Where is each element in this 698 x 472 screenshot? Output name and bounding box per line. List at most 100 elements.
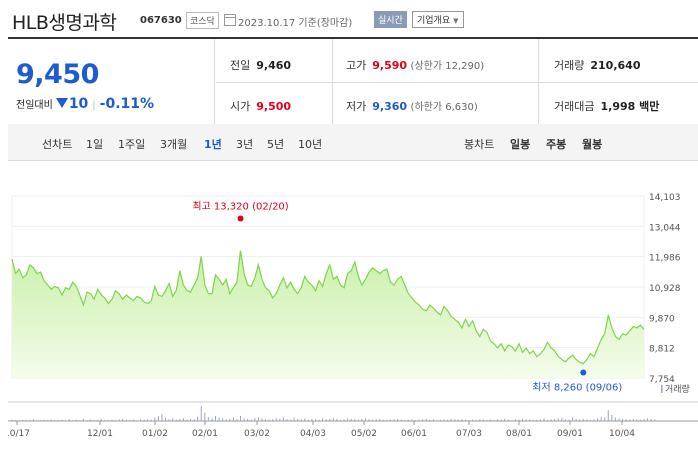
market-badge: 코스닥 (186, 12, 219, 29)
volume-bar (250, 419, 252, 421)
x-tick-label: 09/01 (557, 429, 583, 439)
volume-bar (389, 419, 391, 421)
change-label: 전일대비 (16, 100, 53, 111)
min-marker (580, 369, 587, 376)
volume-bar (504, 418, 506, 421)
tab-3y[interactable]: 3년 (236, 138, 254, 151)
volume-bar (439, 419, 441, 421)
volume-bar (636, 419, 638, 421)
max-annotation: 최고 13,320 (02/20) (192, 200, 288, 212)
divider (216, 82, 698, 83)
tab-1d[interactable]: 1일 (86, 138, 104, 151)
volume-bar (211, 418, 213, 421)
volume-bar (282, 418, 284, 421)
change-value: 10 (68, 96, 89, 112)
company-info-label: 기업개요 (417, 16, 451, 26)
volume-bar (507, 419, 509, 421)
x-tick-label: 06/01 (401, 429, 427, 439)
volume-bar (161, 414, 163, 421)
volume-bar (561, 418, 563, 421)
volume-bar (575, 418, 577, 421)
volume-bar (650, 418, 652, 421)
volume-bar (125, 419, 127, 421)
tab-daily[interactable]: 일봉 (510, 138, 531, 151)
volume-bar (539, 419, 541, 421)
price-chart[interactable]: 14,103 13,044 11,986 10,928 9,870 8,812 7,754 최… (8, 180, 698, 472)
volume-bar (643, 419, 645, 421)
volume-bar (268, 419, 270, 421)
volume-bar (100, 419, 102, 421)
volume-bar (543, 418, 545, 421)
volume-bar (90, 419, 92, 421)
volume-legend: 거래량 (665, 383, 690, 395)
x-tick-label: 10/17 (8, 429, 30, 439)
volume-bar (197, 416, 199, 421)
volume-bar (454, 419, 456, 421)
tab-5y[interactable]: 5년 (267, 138, 285, 151)
current-price: 9,450 (16, 59, 99, 90)
volume-bar (411, 419, 413, 421)
volume-bar (50, 419, 52, 421)
volume-bar (154, 417, 156, 421)
volume-bar (22, 419, 24, 421)
tab-10y[interactable]: 10년 (298, 138, 323, 151)
volume-bar (547, 419, 549, 421)
volume-bar (450, 418, 452, 421)
tab-1w[interactable]: 1주일 (118, 138, 146, 151)
x-tick-label: 03/02 (244, 429, 270, 439)
volume-bar (564, 419, 566, 421)
volume-bar (447, 419, 449, 421)
volume-bar (150, 419, 152, 421)
volume-bar (222, 418, 224, 421)
volume-bar (265, 419, 267, 421)
volume-bar (382, 419, 384, 421)
tab-1y[interactable]: 1년 (204, 138, 222, 151)
volume-bar (165, 418, 167, 421)
volume-bar (457, 419, 459, 421)
tab-monthly[interactable]: 월봉 (582, 138, 603, 151)
tab-weekly[interactable]: 주봉 (546, 138, 567, 151)
volume-bar (347, 418, 349, 421)
volume-bar (32, 419, 34, 421)
low-price: 저가 9,360 (하한가 6,630) (346, 100, 478, 113)
company-info-dropdown[interactable]: 기업개요 ▼ (412, 11, 464, 28)
volume-bar (111, 419, 113, 421)
stock-header: HLB생명과학 067630 코스닥 2023.10.17 기준(장마감) 실시… (0, 0, 698, 36)
y-tick-label: 13,044 (649, 223, 681, 233)
quote-date: 2023.10.17 기준(장마감) (238, 18, 353, 29)
x-tick-label: 02/01 (192, 429, 218, 439)
trade-amount: 거래대금 1,998 백만 (554, 100, 660, 113)
volume-bar (204, 412, 206, 421)
y-tick-label: 8,812 (649, 345, 675, 355)
y-tick-label: 10,928 (649, 284, 681, 294)
x-tick-label: 10/04 (609, 429, 635, 439)
x-tick-label: 08/01 (506, 429, 532, 439)
stock-name[interactable]: HLB생명과학 (12, 12, 117, 34)
volume-bar (529, 419, 531, 421)
volume-bar (343, 419, 345, 421)
volume-bar (218, 417, 220, 421)
volume-bar (311, 418, 313, 421)
volume-bar (275, 418, 277, 421)
realtime-button[interactable]: 실시간 (374, 11, 407, 28)
volume-bar (443, 419, 445, 421)
volume-bar (179, 418, 181, 421)
calendar-icon (224, 14, 236, 26)
volume-bar (514, 419, 516, 421)
tab-3m[interactable]: 3개월 (160, 138, 188, 151)
volume-bar (140, 419, 142, 421)
volume-bar (332, 418, 334, 421)
y-tick-label: 11,986 (649, 254, 681, 264)
volume-bar (182, 418, 184, 421)
change-percent: -0.11% (99, 96, 155, 112)
volume-bar (304, 418, 306, 421)
volume-bar (500, 419, 502, 421)
volume-bar (232, 417, 234, 421)
x-tick-label: 01/02 (142, 429, 168, 439)
volume-bar (393, 419, 395, 421)
volume-bar (597, 418, 599, 421)
volume-bar (290, 419, 292, 421)
volume-bar (654, 419, 656, 421)
volume-bar (286, 419, 288, 421)
volume-bar (350, 418, 352, 421)
